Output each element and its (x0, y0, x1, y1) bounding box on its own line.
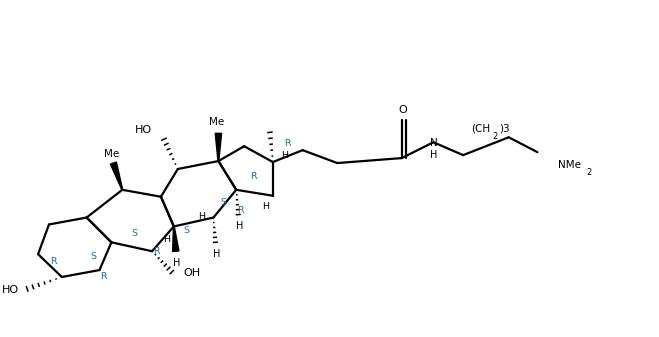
Text: OH: OH (184, 268, 201, 278)
Text: H: H (281, 151, 288, 160)
Text: O: O (398, 104, 407, 115)
Text: NMe: NMe (558, 160, 581, 170)
Text: H: H (173, 258, 181, 268)
Text: H: H (235, 221, 243, 232)
Text: (CH: (CH (471, 123, 490, 133)
Text: S: S (184, 226, 190, 235)
Text: H: H (430, 150, 437, 160)
Text: N: N (430, 138, 438, 148)
Text: S: S (131, 229, 137, 238)
Text: H: H (262, 202, 270, 211)
Text: S: S (220, 198, 226, 207)
Text: R: R (100, 273, 107, 281)
Text: Me: Me (103, 149, 119, 159)
Text: H: H (163, 235, 171, 244)
Text: R: R (153, 247, 159, 256)
Polygon shape (173, 226, 179, 251)
Polygon shape (215, 133, 221, 161)
Text: HO: HO (135, 125, 152, 135)
Text: R: R (250, 173, 256, 181)
Text: HO: HO (2, 285, 19, 295)
Text: R: R (237, 206, 244, 215)
Text: R: R (49, 257, 56, 266)
Text: 2: 2 (493, 132, 498, 141)
Text: S: S (90, 252, 97, 261)
Text: R: R (285, 139, 291, 148)
Text: 2: 2 (586, 168, 591, 178)
Text: H: H (213, 249, 220, 259)
Text: Me: Me (209, 117, 224, 127)
Text: )3: )3 (499, 123, 509, 133)
Text: H: H (198, 212, 205, 221)
Polygon shape (110, 162, 123, 190)
